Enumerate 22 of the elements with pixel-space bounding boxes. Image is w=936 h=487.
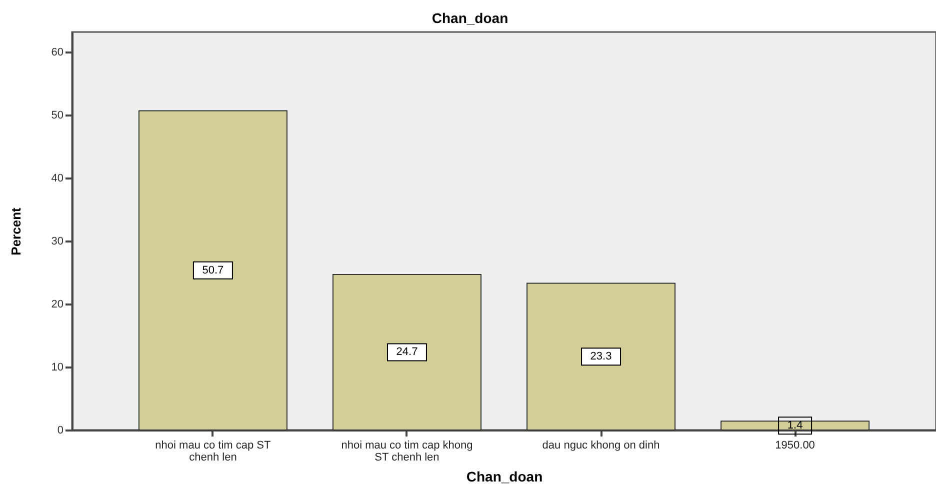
y-tick-label: 60 [51, 46, 64, 59]
bar [138, 110, 288, 430]
bar [332, 274, 482, 430]
data-label: 23.3 [590, 350, 612, 363]
bar [526, 282, 676, 430]
bar [720, 420, 870, 430]
x-tick-label: dau nguc khong on dinh [542, 440, 660, 452]
y-tick-label: 40 [51, 172, 64, 185]
data-label: 1.4 [787, 420, 803, 432]
x-tick-label: nhoi mau co tim cap khong ST chenh len [341, 440, 473, 464]
y-tick-label: 50 [51, 110, 64, 122]
x-axis-title: Chan_doan [466, 468, 543, 484]
x-tick-label: nhoi mau co tim cap ST chenh len [155, 440, 272, 464]
y-tick-label: 0 [57, 424, 64, 436]
y-tick-label: 20 [51, 298, 64, 311]
chart-title: Chan_doan [432, 10, 508, 26]
data-label: 50.7 [202, 264, 224, 276]
y-tick-label: 10 [51, 362, 64, 374]
x-tick-label: 1950.00 [775, 440, 815, 452]
data-label: 24.7 [396, 346, 418, 358]
y-axis-title: Percent [8, 206, 24, 256]
y-tick-label: 30 [51, 236, 64, 248]
